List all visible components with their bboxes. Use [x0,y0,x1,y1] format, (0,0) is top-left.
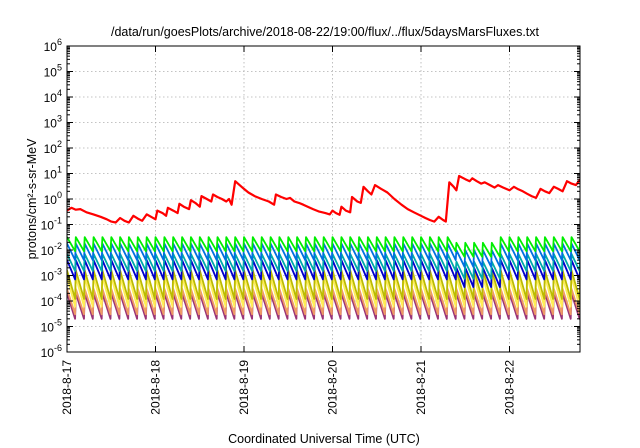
y-tick-label: 10-2 [41,241,62,258]
series-line [67,236,580,258]
y-axis-label: protons/cm²-s-sr-MeV [25,138,39,260]
y-tick-label: 101 [44,165,62,182]
x-tick-label: 2018-8-20 [326,360,340,415]
x-tick-label: 2018-8-18 [149,360,163,415]
y-tick-label: 10-5 [41,318,62,335]
x-tick-label: 2018-8-22 [503,360,517,415]
ticks: 10-6 10-5 10-4 10-3 10-2 10-1 100 101 102 103 104 1… [41,37,580,415]
y-tick-label: 105 [44,63,62,80]
y-tick-label: 103 [44,114,62,131]
x-tick-label: 2018-8-21 [414,360,428,415]
y-tick-label: 102 [44,139,62,156]
y-tick-label: 104 [44,88,62,105]
x-axis-label: Coordinated Universal Time (UTC) [228,432,420,446]
y-tick-label: 10-1 [41,216,62,233]
y-tick-label: 100 [44,190,62,207]
y-tick-label: 106 [44,37,62,54]
x-tick-label: 2018-8-17 [60,360,74,415]
series-line [67,174,580,224]
x-tick-label: 2018-8-19 [237,360,251,415]
series-group [67,174,580,320]
y-tick-label: 10-3 [41,267,62,284]
y-tick-label: 10-4 [41,292,62,309]
y-tick-label: 10-6 [41,343,62,360]
chart-title: /data/run/goesPlots/archive/2018-08-22/1… [111,25,540,39]
